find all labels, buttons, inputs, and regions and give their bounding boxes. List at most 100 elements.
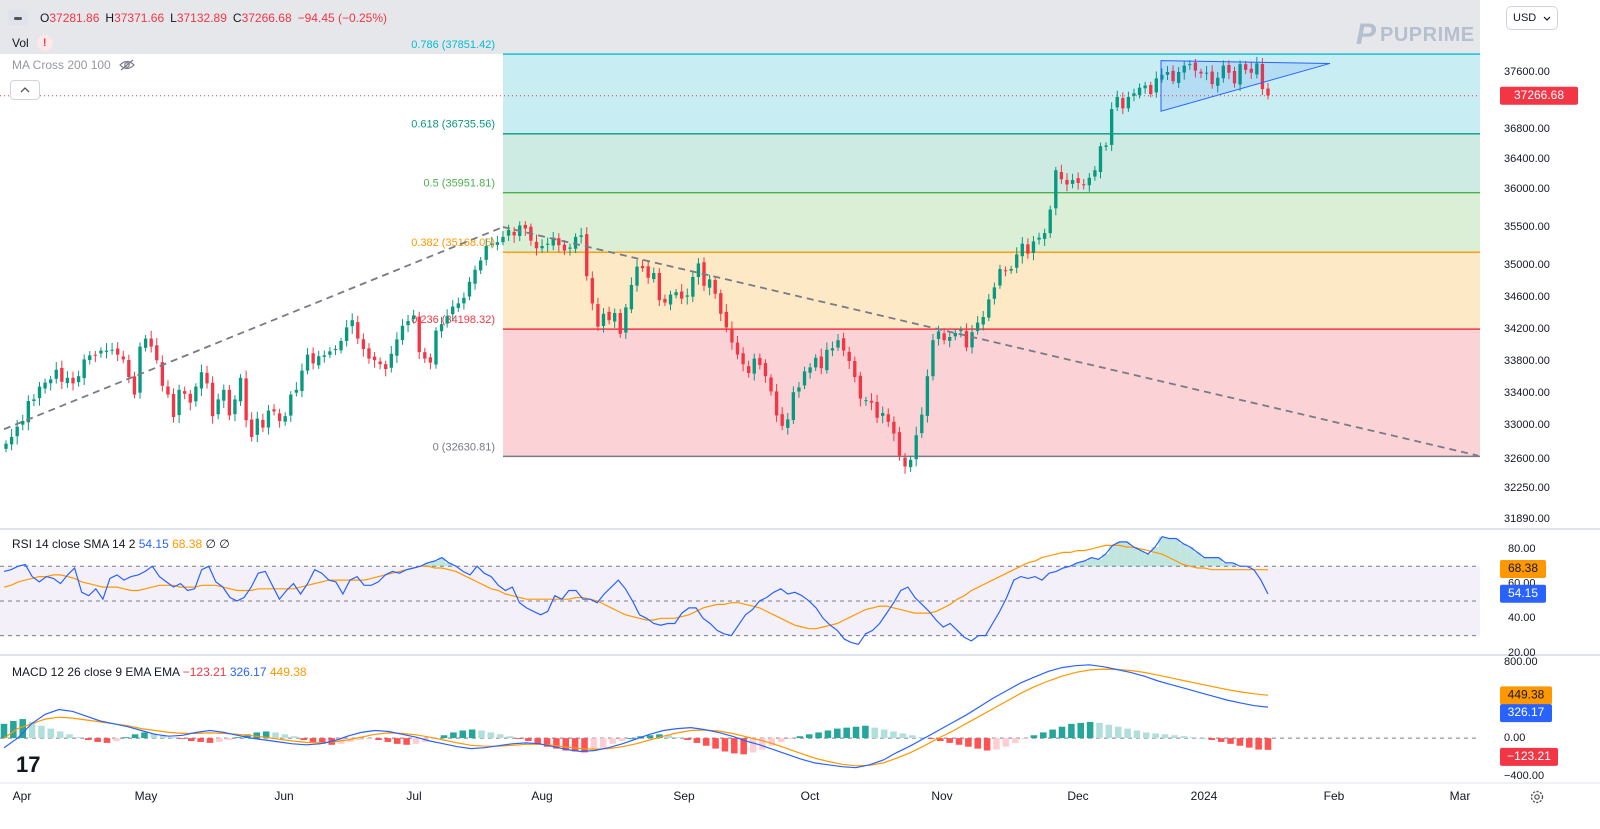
- candle-body: [953, 333, 957, 337]
- candle-body: [467, 281, 472, 297]
- macd-histogram-bar: [281, 734, 289, 739]
- time-tick-label: Aug: [531, 789, 552, 803]
- macd-histogram-bar: [562, 738, 570, 751]
- macd-histogram-bar: [225, 738, 232, 741]
- rsi-overbought-fill: [1095, 559, 1103, 567]
- price-tick-label: 35000.00: [1504, 259, 1550, 271]
- ma-cross-legend[interactable]: MA Cross 200 100: [12, 58, 135, 72]
- macd-histogram-bar: [1227, 738, 1234, 744]
- candle-body: [1082, 184, 1086, 186]
- macd-histogram-bar: [805, 734, 813, 739]
- fib-label-0.5: 0.5 (35951.81): [423, 178, 495, 190]
- macd-histogram-bar: [1161, 734, 1169, 739]
- candle-body: [400, 325, 405, 341]
- candle-body: [1171, 70, 1175, 82]
- macd-tick-label: 800.00: [1504, 656, 1538, 668]
- candle-body: [484, 246, 488, 260]
- symbol-menu-icon[interactable]: [8, 10, 28, 26]
- macd-histogram-bar: [131, 734, 139, 739]
- rsi-overbought-fill: [1087, 557, 1095, 567]
- macd-histogram-bar: [234, 737, 242, 739]
- macd-histogram-bar: [599, 738, 607, 748]
- price-tick-label: 32250.00: [1504, 482, 1550, 494]
- macd-histogram-bar: [515, 738, 523, 740]
- candle-body: [322, 355, 326, 357]
- candle-body: [423, 352, 427, 359]
- macd-histogram-bar: [787, 738, 794, 740]
- vol-legend[interactable]: Vol !: [12, 35, 53, 51]
- currency-select[interactable]: USD: [1506, 6, 1558, 30]
- macd-histogram-bar: [1171, 735, 1178, 739]
- candle-body: [802, 371, 807, 386]
- candle-body: [110, 349, 114, 351]
- candle-body: [1137, 87, 1142, 96]
- candle-body: [1176, 72, 1181, 83]
- tradingview-logo[interactable]: 17: [16, 752, 41, 777]
- price-tick-label: 35500.00: [1504, 221, 1550, 233]
- candle-body: [1059, 172, 1064, 180]
- macd-histogram-bar: [890, 731, 897, 739]
- candle-body: [1020, 243, 1024, 257]
- chevron-down-icon: [1543, 16, 1551, 21]
- macd-histogram-bar: [356, 738, 364, 741]
- macd-histogram-bar: [75, 737, 83, 739]
- fib-zone-0.5: [503, 192, 1480, 253]
- candle-body: [724, 311, 729, 328]
- trend-line-0: [3, 226, 504, 431]
- candle-body: [786, 419, 790, 428]
- settings-button[interactable]: [1528, 788, 1546, 806]
- macd-histogram-bar: [1030, 735, 1038, 739]
- price-tick-label: 33400.00: [1504, 387, 1550, 399]
- candle-body: [1126, 96, 1131, 109]
- change-value: −94.45 (−0.25%): [297, 11, 388, 25]
- macd-histogram-bar: [468, 729, 476, 739]
- macd-histogram-bar: [777, 738, 785, 742]
- eye-hidden-icon[interactable]: [118, 59, 135, 71]
- warning-icon[interactable]: !: [36, 35, 53, 51]
- fib-label-0.382: 0.382 (35168.05): [411, 237, 495, 249]
- macd-histogram-bar: [1011, 738, 1019, 743]
- candle-body: [640, 265, 645, 269]
- candle-body: [478, 260, 483, 271]
- candle-body: [238, 377, 243, 402]
- candle-body: [300, 370, 304, 392]
- macd-histogram-bar: [824, 730, 832, 739]
- candle-body: [741, 353, 745, 365]
- time-tick-label: Nov: [931, 789, 952, 803]
- candle-body: [875, 401, 879, 418]
- candle-body: [15, 426, 19, 437]
- candle-body: [713, 280, 717, 294]
- candle-body: [758, 357, 762, 365]
- macd-histogram-bar: [253, 732, 261, 739]
- macd-histogram-bar: [1077, 722, 1085, 739]
- candle-body: [194, 386, 198, 402]
- candle-body: [121, 356, 125, 360]
- rsi-overbought-fill: [1123, 541, 1131, 567]
- candle-body: [551, 237, 555, 246]
- candle-body: [1266, 88, 1270, 96]
- candle-body: [367, 348, 371, 359]
- macd-hist-value: −123.21: [182, 665, 227, 679]
- candle-body: [707, 279, 712, 288]
- macd-signal-badge-label: 449.38: [1508, 688, 1545, 702]
- macd-histogram-bar: [0, 723, 8, 739]
- macd-line-value: 326.17: [229, 665, 267, 679]
- candle-body: [601, 313, 606, 326]
- macd-histogram-bar: [543, 738, 551, 747]
- candle-body: [769, 377, 773, 392]
- rsi-value: 54.15: [138, 537, 169, 551]
- ohlc-legend: O 37281.86 H 37371.66 L 37132.89 C 37266.68 …: [8, 10, 387, 26]
- candle-body: [127, 360, 131, 377]
- close-label: C: [232, 11, 242, 25]
- candle-body: [272, 409, 276, 412]
- candle-body: [1210, 71, 1214, 85]
- brand-logo: P PUPRIME: [1356, 18, 1475, 52]
- candle-body: [1260, 64, 1265, 90]
- rsi-overbought-fill: [1158, 536, 1166, 567]
- collapse-legend-button[interactable]: [10, 80, 40, 100]
- candle-body: [1104, 145, 1108, 147]
- candle-body: [350, 320, 354, 327]
- high-value: 37371.66: [114, 11, 165, 25]
- macd-histogram-bar: [169, 737, 176, 739]
